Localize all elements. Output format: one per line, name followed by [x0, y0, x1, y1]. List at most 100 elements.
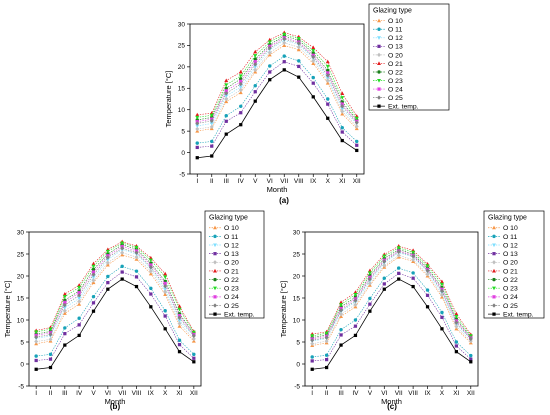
- legend-entry: O 20: [224, 260, 239, 267]
- x-tick-label: III: [338, 390, 344, 397]
- panel-label: (b): [110, 402, 121, 411]
- data-point: [163, 289, 168, 294]
- legend-entry: O 24: [503, 294, 518, 301]
- data-point: [148, 269, 153, 274]
- legend-entry: O 11: [503, 234, 517, 241]
- data-point: [296, 47, 301, 52]
- data-point: [91, 301, 96, 305]
- data-point: [105, 260, 110, 265]
- data-point: [439, 292, 444, 298]
- data-point: [62, 308, 67, 313]
- data-point: [224, 96, 229, 102]
- data-point: [62, 302, 67, 308]
- series-ext-temp-: [310, 277, 473, 371]
- series-line: [312, 252, 472, 342]
- data-point: [311, 45, 316, 50]
- legend-entry: O 20: [388, 52, 403, 59]
- data-point: [296, 44, 301, 50]
- legend-marker: [492, 312, 496, 316]
- data-point: [134, 250, 139, 255]
- series-line: [312, 273, 471, 362]
- series-line: [36, 247, 195, 338]
- data-point: [238, 69, 243, 74]
- data-point: [148, 258, 153, 263]
- data-point: [397, 271, 401, 275]
- data-point: [91, 267, 96, 272]
- x-tick-label: V: [91, 390, 96, 397]
- data-point: [339, 303, 344, 307]
- x-tick-label: VIII: [408, 390, 418, 397]
- legend-entry: O 23: [388, 78, 403, 85]
- x-tick-label: XI: [339, 178, 345, 185]
- data-point: [324, 338, 329, 344]
- series-line: [312, 278, 472, 370]
- data-point: [34, 354, 38, 358]
- data-point: [325, 365, 329, 370]
- data-point: [353, 302, 358, 307]
- data-point: [397, 277, 401, 281]
- series-line: [197, 69, 357, 159]
- data-point: [239, 79, 243, 84]
- y-tick-label: 30: [17, 229, 25, 236]
- data-point: [253, 54, 258, 58]
- data-point: [326, 68, 330, 72]
- x-tick-label: VII: [118, 390, 126, 397]
- data-point: [339, 343, 343, 347]
- series-o-23: [310, 246, 473, 338]
- y-axis-label: Temperature [°C]: [164, 71, 173, 128]
- data-point: [310, 359, 314, 363]
- data-point: [91, 275, 96, 280]
- y-tick-label: 10: [17, 317, 25, 324]
- plot-area: [304, 231, 479, 387]
- data-point: [177, 350, 182, 354]
- legend-marker: [492, 234, 496, 239]
- data-point: [48, 337, 53, 342]
- data-point: [311, 49, 316, 53]
- legend-entry: O 24: [388, 86, 403, 93]
- data-point: [48, 365, 53, 370]
- legend-entry: O 22: [503, 277, 518, 284]
- data-point: [367, 271, 372, 275]
- data-point: [134, 254, 139, 260]
- y-tick-label: 30: [293, 229, 301, 236]
- data-point: [177, 343, 182, 347]
- data-point: [163, 327, 167, 331]
- data-point: [239, 111, 243, 115]
- series-o-20: [34, 250, 196, 344]
- data-point: [62, 295, 67, 299]
- data-point: [268, 64, 272, 68]
- x-tick-label: IV: [352, 390, 359, 397]
- series-line: [197, 37, 357, 123]
- data-point: [353, 324, 358, 328]
- data-point: [355, 139, 359, 144]
- data-point: [440, 315, 444, 319]
- data-point: [134, 269, 139, 273]
- data-point: [106, 287, 110, 291]
- data-point: [425, 288, 430, 292]
- data-point: [224, 78, 229, 83]
- data-point: [353, 298, 358, 303]
- y-tick-label: 5: [181, 128, 185, 135]
- series-line: [197, 61, 357, 148]
- data-point: [311, 81, 315, 85]
- x-tick-label: IV: [238, 178, 245, 185]
- legend-marker: [492, 225, 496, 230]
- data-point: [282, 60, 286, 64]
- data-point: [120, 246, 125, 251]
- data-point: [149, 305, 153, 309]
- legend-marker: [377, 78, 381, 83]
- x-tick-label: II: [49, 390, 53, 397]
- x-axis-label: Month: [105, 397, 126, 406]
- x-tick-label: VI: [105, 390, 111, 397]
- data-point: [339, 333, 343, 337]
- data-point: [355, 148, 359, 153]
- data-point: [77, 323, 81, 327]
- data-point: [325, 76, 330, 81]
- data-point: [120, 241, 125, 246]
- data-point: [149, 263, 153, 267]
- legend-entry: O 11: [388, 27, 402, 34]
- data-point: [326, 97, 330, 101]
- series-line: [36, 246, 195, 336]
